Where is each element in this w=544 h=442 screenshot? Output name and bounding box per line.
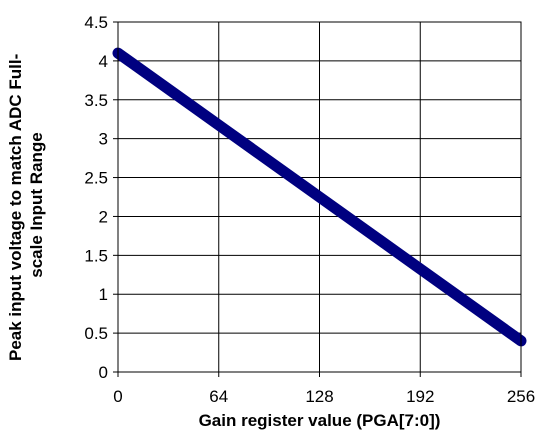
y-tick-label: 1.5 bbox=[84, 246, 108, 265]
y-tick-label: 0.5 bbox=[84, 324, 108, 343]
y-tick-label: 2 bbox=[99, 207, 108, 226]
axes: 0 0.5 1 1.5 2 2.5 3 3.5 4 4.5 0 64 128 192 256 bbox=[84, 13, 535, 406]
x-tick-label: 256 bbox=[507, 387, 535, 406]
x-tick-label: 0 bbox=[113, 387, 122, 406]
y-tick-label: 2.5 bbox=[84, 169, 108, 188]
y-tick-label: 3.5 bbox=[84, 91, 108, 110]
y-axis-title: Peak input voltage to match ADC Full- sc… bbox=[6, 49, 46, 361]
y-tick-label: 4.5 bbox=[84, 13, 108, 32]
y-tick-label: 3 bbox=[99, 130, 108, 149]
y-tick-label: 4 bbox=[99, 52, 108, 71]
y-axis-title-line: scale Input Range bbox=[27, 132, 46, 277]
x-tick-label: 64 bbox=[209, 387, 228, 406]
series-line bbox=[112, 47, 527, 347]
x-tick-label: 128 bbox=[305, 387, 333, 406]
series-layer bbox=[112, 47, 527, 347]
x-axis-title: Gain register value (PGA[7:0]) bbox=[199, 411, 441, 430]
x-tick-label: 192 bbox=[406, 387, 434, 406]
y-tick-label: 1 bbox=[99, 285, 108, 304]
y-axis-title-line: Peak input voltage to match ADC Full- bbox=[6, 54, 25, 361]
y-tick-label: 0 bbox=[99, 363, 108, 382]
